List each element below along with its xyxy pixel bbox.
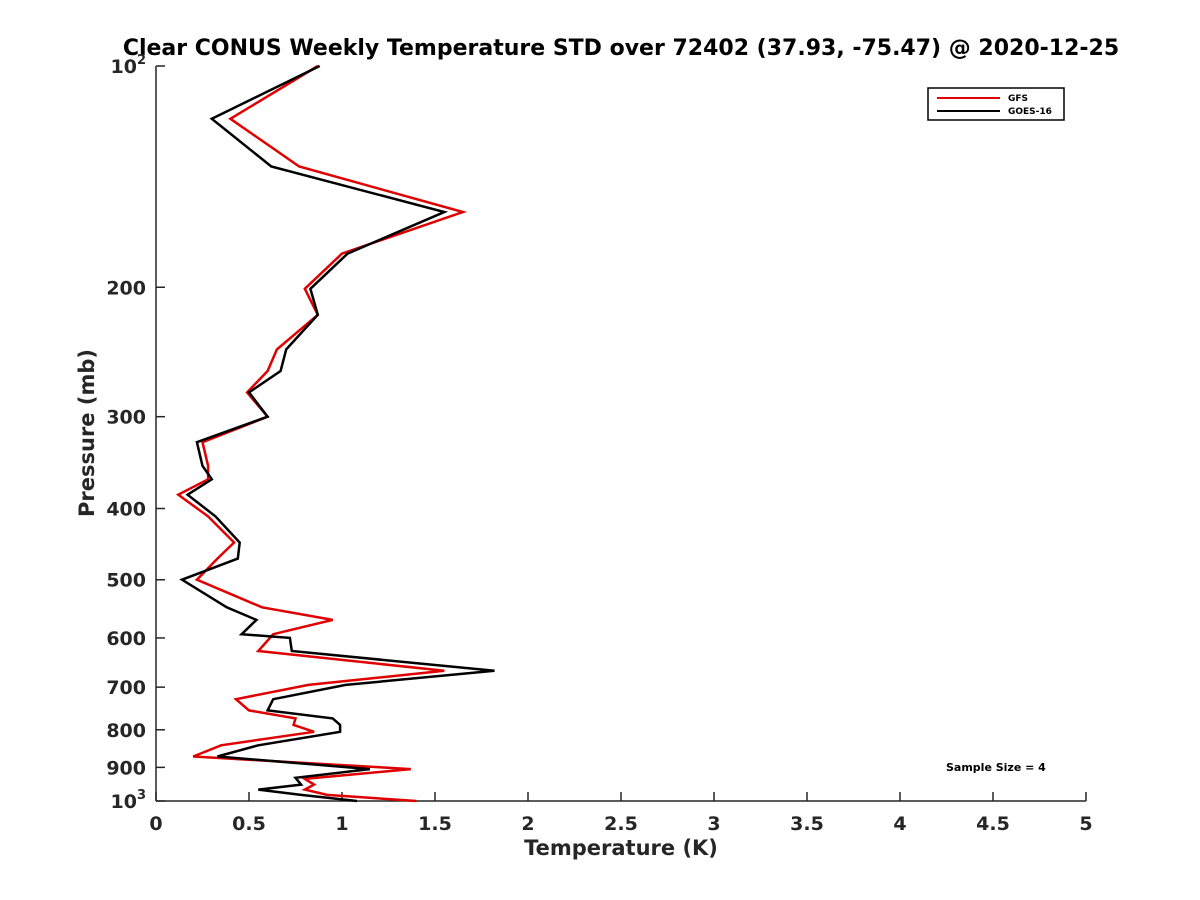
y-tick-label: 102 [111, 53, 147, 78]
x-tick-label: 3.5 [790, 813, 824, 835]
x-tick-label: 4 [893, 813, 906, 835]
series-layer [175, 64, 495, 803]
legend: GFS GOES-16 [927, 87, 1065, 121]
y-tick-label: 600 [106, 628, 146, 650]
x-axis-label: Temperature (K) [524, 836, 718, 860]
plot-area [155, 66, 1086, 802]
x-tick-label: 5 [1079, 813, 1092, 835]
y-axis-label: Pressure (mb) [75, 349, 99, 517]
x-tick-label: 0 [149, 813, 162, 835]
y-tick-label: 800 [106, 720, 146, 742]
legend-label-goes16: GOES-16 [1008, 107, 1052, 117]
y-tick-label: 900 [106, 757, 146, 779]
x-tick-label: 0.5 [232, 813, 266, 835]
legend-box [927, 87, 1065, 121]
x-tick-label: 2.5 [604, 813, 638, 835]
y-tick-label: 400 [106, 499, 146, 521]
chart-title: Clear CONUS Weekly Temperature STD over … [123, 36, 1119, 61]
legend-label-gfs: GFS [1008, 94, 1028, 104]
x-ticks: 0 0.5 1 1.5 2 2.5 3 3.5 4 4.5 5 [149, 792, 1093, 835]
x-tick-label: 1 [335, 813, 348, 835]
sample-size-annotation: Sample Size = 4 [946, 761, 1046, 774]
y-tick-label: 500 [106, 570, 146, 592]
x-tick-label: 1.5 [418, 813, 452, 835]
y-ticks: 102 200 300 400 500 600 700 800 900 103 [106, 53, 165, 813]
x-tick-label: 3 [707, 813, 720, 835]
x-tick-label: 2 [521, 813, 534, 835]
y-tick-label: 700 [106, 677, 146, 699]
x-tick-label: 4.5 [976, 813, 1010, 835]
series-line-goes16 [179, 64, 495, 803]
y-tick-label: 103 [111, 788, 147, 813]
y-tick-label: 200 [106, 277, 146, 299]
y-tick-label: 300 [106, 407, 146, 429]
